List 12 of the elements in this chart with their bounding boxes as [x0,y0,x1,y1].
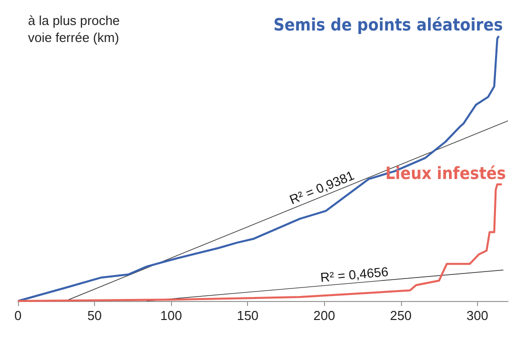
x-tick-label: 100 [160,308,182,323]
x-tick-label: 200 [313,308,336,323]
y-axis-title: à la plus proche voie ferrée (km) [28,13,120,45]
x-tick-label: 150 [236,308,259,323]
x-tick-label: 300 [466,308,488,323]
annotation: R² = 0,9381 [287,168,356,208]
series-label: Semis de points aléatoires [274,16,503,36]
x-tick-label: 250 [390,308,412,323]
series-label: Lieux infestés [385,164,506,184]
annotation: R² = 0,4656 [320,264,389,285]
x-tick-label: 0 [14,308,22,323]
x-tick-label: 50 [87,308,102,323]
